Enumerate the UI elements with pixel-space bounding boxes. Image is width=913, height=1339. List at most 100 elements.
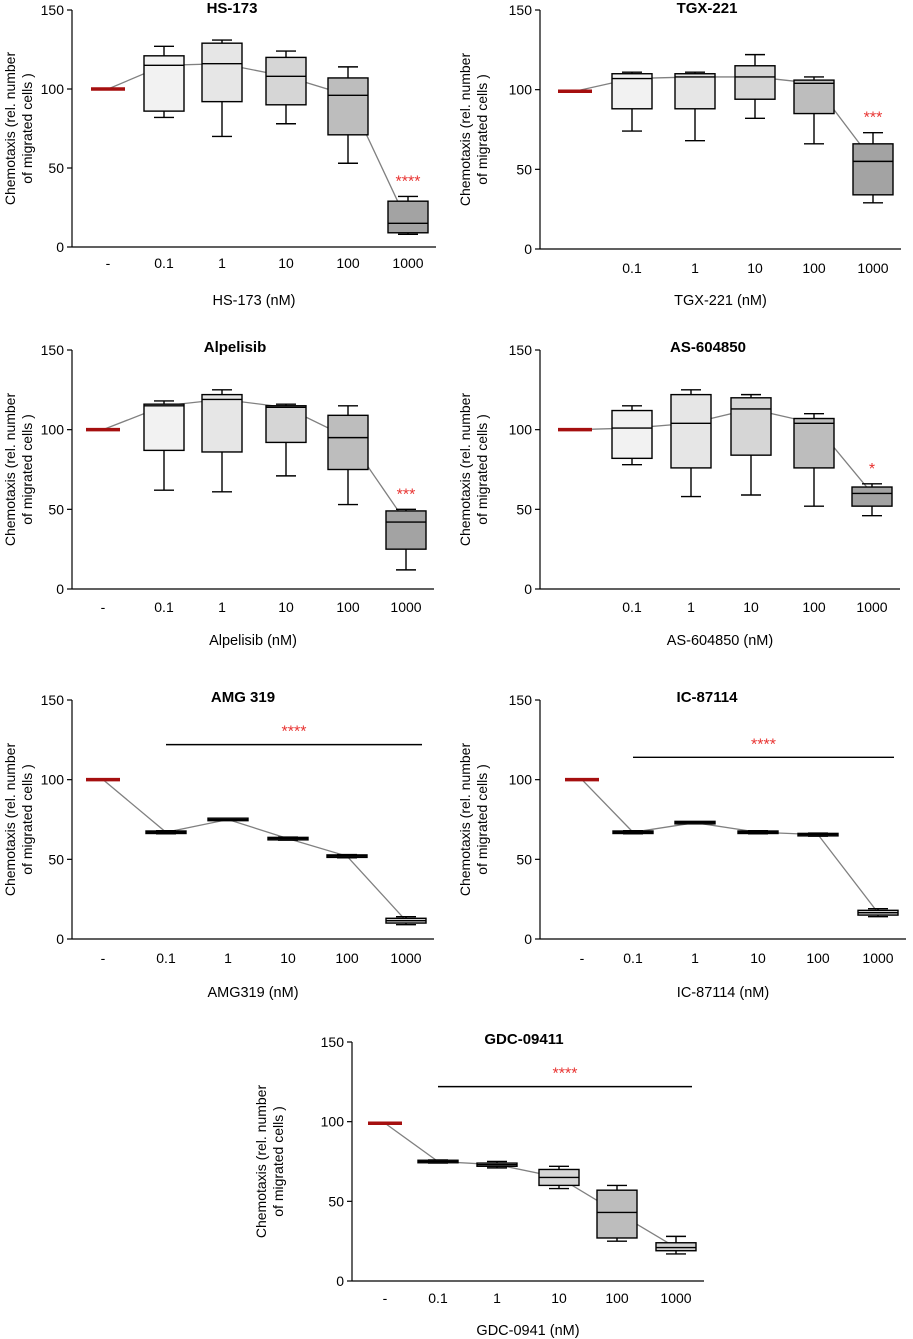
box-0.1 xyxy=(612,829,654,835)
y-axis-label-line: Chemotaxis (rel. number xyxy=(2,743,18,897)
box-iqr xyxy=(611,73,653,110)
x-axis-label: AS-604850 (nM) xyxy=(667,633,773,649)
y-axis-label: Chemotaxis (rel. numberof migrated cells… xyxy=(457,53,490,207)
box-iqr xyxy=(655,1242,697,1252)
box-iqr xyxy=(596,1189,638,1239)
y-tick-label: 50 xyxy=(48,851,64,867)
y-tick-label: 50 xyxy=(516,501,532,517)
box-10 xyxy=(267,836,309,841)
y-axis-label-line: Chemotaxis (rel. number xyxy=(457,53,473,207)
box-1000 xyxy=(387,195,429,236)
chart-title: AS-604850 xyxy=(670,339,746,356)
y-tick-label: 100 xyxy=(41,81,65,97)
x-tick-label: - xyxy=(383,1290,388,1306)
box-iqr xyxy=(387,200,429,234)
x-tick-label: 0.1 xyxy=(154,255,174,271)
chart-title: Alpelisib xyxy=(204,339,267,356)
box-0.1 xyxy=(143,400,185,491)
x-axis-label: GDC-0941 (nM) xyxy=(476,1323,579,1339)
y-tick-label: 150 xyxy=(509,692,533,708)
chart-title: HS-173 xyxy=(207,0,258,17)
y-axis-label-line: of migrated cells ) xyxy=(474,414,490,524)
y-axis-label-line: Chemotaxis (rel. number xyxy=(2,393,18,547)
box-iqr xyxy=(670,393,712,469)
y-axis-label-line: of migrated cells ) xyxy=(19,414,35,524)
x-tick-label: 1000 xyxy=(390,599,421,615)
box-iqr xyxy=(143,403,185,452)
box-0.1 xyxy=(143,45,185,119)
y-tick-label: 50 xyxy=(328,1193,344,1209)
box-100 xyxy=(596,1184,638,1242)
y-axis-label-line: of migrated cells ) xyxy=(474,764,490,874)
box-iqr xyxy=(265,405,307,444)
y-axis-label: Chemotaxis (rel. numberof migrated cells… xyxy=(457,393,490,547)
y-tick-label: 50 xyxy=(516,161,532,177)
y-tick-label: 150 xyxy=(509,342,533,358)
box-1 xyxy=(201,389,243,493)
significance-label: **** xyxy=(396,173,421,190)
box-iqr xyxy=(201,393,243,453)
y-tick-label: 100 xyxy=(509,82,533,98)
x-tick-label: - xyxy=(106,255,111,271)
x-tick-label: 10 xyxy=(743,599,759,615)
y-tick-label: 100 xyxy=(321,1114,345,1130)
x-tick-label: 100 xyxy=(605,1290,629,1306)
x-tick-label: 10 xyxy=(750,950,766,966)
x-tick-label: 10 xyxy=(280,950,296,966)
box-iqr xyxy=(793,79,835,115)
chart-title: TGX-221 xyxy=(677,0,738,17)
chart-title: AMG 319 xyxy=(211,689,275,706)
x-axis-label: TGX-221 (nM) xyxy=(674,293,767,309)
x-tick-label: 0.1 xyxy=(622,260,642,276)
x-tick-label: 100 xyxy=(802,599,826,615)
x-tick-label: 10 xyxy=(278,255,294,271)
chart-panel-5: 0 50 100 150 Chemotaxis (rel. numberof migra… xyxy=(2,689,434,1001)
significance-label: **** xyxy=(282,724,307,741)
y-axis-label: Chemotaxis (rel. numberof migrated cells… xyxy=(253,1085,286,1239)
x-tick-label: 1000 xyxy=(660,1290,691,1306)
box-10 xyxy=(538,1165,580,1190)
x-tick-label: 1000 xyxy=(390,950,421,966)
x-tick-label: 100 xyxy=(335,950,359,966)
y-tick-label: 50 xyxy=(48,160,64,176)
box-1000 xyxy=(655,1235,697,1255)
chart-panel-1: 0 50 100 150 Chemotaxis (rel. numberof migra… xyxy=(2,0,436,309)
y-tick-label: 0 xyxy=(524,241,532,257)
x-tick-label: 1000 xyxy=(856,599,887,615)
y-axis-label: Chemotaxis (rel. numberof migrated cells… xyxy=(457,743,490,897)
y-tick-label: 50 xyxy=(516,851,532,867)
box-iqr xyxy=(674,73,716,110)
y-tick-label: 0 xyxy=(56,239,64,255)
median-connector-line xyxy=(102,779,407,922)
median-connector-line xyxy=(581,779,879,914)
y-axis-label-line: Chemotaxis (rel. number xyxy=(2,52,18,206)
x-tick-label: 1000 xyxy=(857,260,888,276)
x-tick-label: 1 xyxy=(687,599,695,615)
x-tick-label: 1 xyxy=(218,255,226,271)
y-tick-label: 100 xyxy=(509,772,533,788)
chart-panel-6: 0 50 100 150 Chemotaxis (rel. numberof migra… xyxy=(457,689,906,1001)
significance-label: * xyxy=(869,461,875,478)
x-tick-label: 100 xyxy=(802,260,826,276)
y-axis-label-line: Chemotaxis (rel. number xyxy=(457,743,473,897)
box-10 xyxy=(737,829,779,835)
box-iqr xyxy=(327,414,369,471)
box-1 xyxy=(207,817,249,822)
box-1000 xyxy=(385,915,427,926)
box-1000 xyxy=(385,508,427,571)
y-tick-label: 100 xyxy=(41,772,65,788)
y-axis-label-line: of migrated cells ) xyxy=(474,74,490,184)
x-tick-label: 1000 xyxy=(862,950,893,966)
box-100 xyxy=(327,405,369,506)
box-1000 xyxy=(852,131,894,204)
box-iqr xyxy=(793,417,835,469)
significance-label: *** xyxy=(397,486,416,503)
box-1000 xyxy=(851,483,893,517)
box-100 xyxy=(793,413,835,507)
box-10 xyxy=(265,50,307,125)
y-axis-label: Chemotaxis (rel. numberof migrated cells… xyxy=(2,743,35,897)
box-iqr xyxy=(265,56,307,106)
box-0.1 xyxy=(611,405,653,466)
box-1 xyxy=(674,71,716,142)
